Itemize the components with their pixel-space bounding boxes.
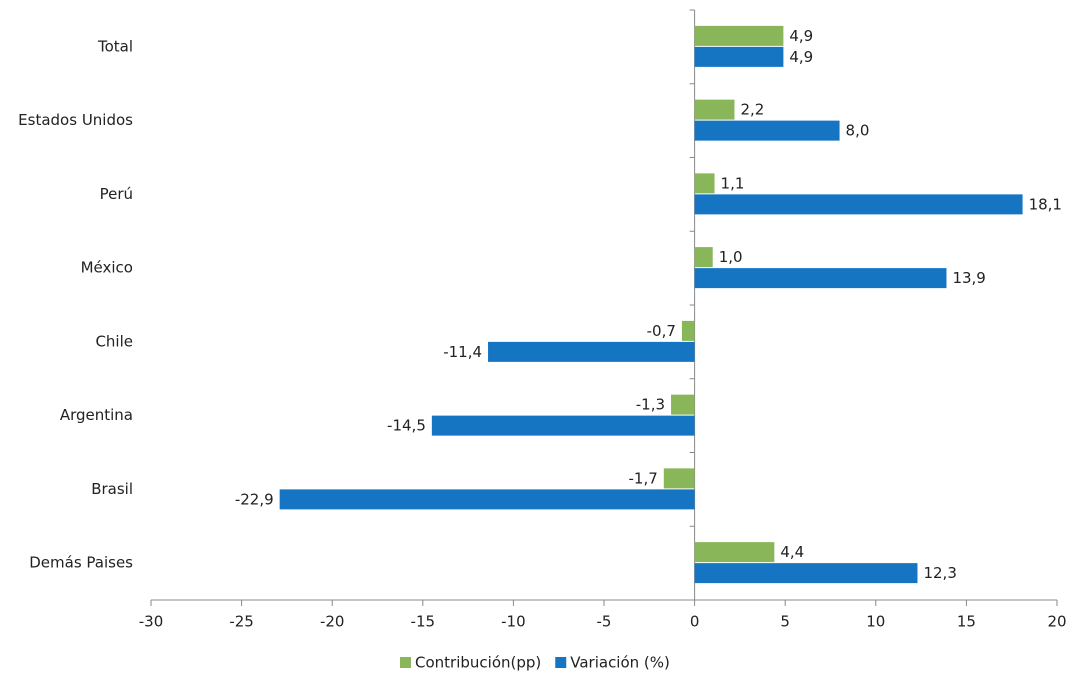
category-label: Brasil bbox=[91, 480, 133, 498]
bar bbox=[663, 468, 695, 489]
bar bbox=[694, 542, 775, 563]
category-label: Total bbox=[97, 37, 133, 55]
x-tick-label: -20 bbox=[320, 613, 345, 631]
x-tick-label: 0 bbox=[690, 613, 700, 631]
x-tick-label: 5 bbox=[780, 613, 790, 631]
value-label: 1,1 bbox=[721, 174, 745, 192]
value-label: 8,0 bbox=[846, 122, 870, 140]
category-label: México bbox=[81, 259, 133, 277]
legend-label: Contribución(pp) bbox=[415, 654, 541, 672]
bar bbox=[694, 25, 784, 46]
value-label: -22,9 bbox=[235, 490, 274, 508]
category-label: Demás Paises bbox=[29, 554, 133, 572]
bar bbox=[694, 268, 947, 289]
x-tick-label: -5 bbox=[597, 613, 612, 631]
value-label: -1,7 bbox=[629, 469, 658, 487]
value-label: -0,7 bbox=[647, 322, 676, 340]
value-label: -14,5 bbox=[387, 417, 426, 435]
category-label: Perú bbox=[100, 185, 133, 203]
value-label: 4,9 bbox=[789, 48, 813, 66]
legend-swatch bbox=[555, 657, 567, 668]
x-tick-label: -15 bbox=[411, 613, 436, 631]
category-label: Argentina bbox=[60, 406, 133, 424]
bar bbox=[488, 341, 695, 362]
x-tick-label: 10 bbox=[866, 613, 885, 631]
value-label: 2,2 bbox=[740, 101, 764, 119]
value-label: -11,4 bbox=[443, 343, 482, 361]
bar bbox=[694, 247, 713, 268]
bar bbox=[431, 415, 695, 436]
value-label: 18,1 bbox=[1029, 195, 1062, 213]
x-tick-label: 20 bbox=[1047, 613, 1066, 631]
bar bbox=[694, 194, 1023, 215]
bar bbox=[681, 320, 695, 341]
category-label: Chile bbox=[95, 332, 133, 350]
bar bbox=[694, 46, 784, 67]
x-tick-label: 15 bbox=[957, 613, 976, 631]
x-tick-label: -25 bbox=[229, 613, 254, 631]
bar bbox=[694, 173, 715, 194]
x-tick-label: -10 bbox=[501, 613, 526, 631]
legend-label: Variación (%) bbox=[570, 654, 670, 672]
bar bbox=[671, 394, 695, 415]
bar bbox=[279, 489, 695, 510]
bar bbox=[694, 563, 918, 584]
value-label: 1,0 bbox=[719, 248, 743, 266]
legend-swatch bbox=[400, 657, 411, 668]
value-label: 13,9 bbox=[952, 269, 985, 287]
value-label: 12,3 bbox=[923, 564, 956, 582]
value-label: -1,3 bbox=[636, 396, 665, 414]
bar bbox=[694, 99, 735, 120]
category-label: Estados Unidos bbox=[18, 111, 133, 129]
bar bbox=[694, 120, 840, 141]
value-label: 4,9 bbox=[789, 27, 813, 45]
value-label: 4,4 bbox=[780, 543, 804, 561]
x-tick-label: -30 bbox=[139, 613, 164, 631]
